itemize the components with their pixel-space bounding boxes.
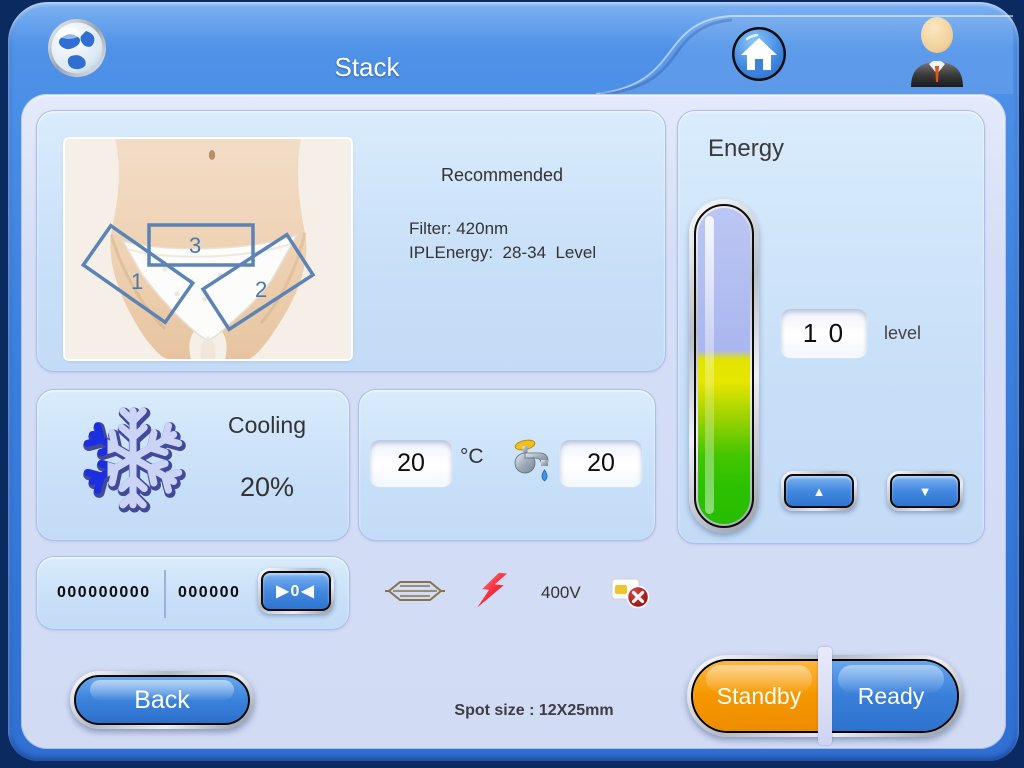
zone-3-label: 3 — [189, 233, 201, 258]
page-title: Stack — [334, 52, 400, 82]
user-icon[interactable] — [904, 14, 970, 88]
back-button[interactable]: Back — [70, 671, 254, 729]
device-frame: Stack — [8, 2, 1019, 761]
high-voltage-icon — [477, 572, 507, 608]
counter-divider — [164, 570, 166, 618]
voltage-value: 400V — [541, 583, 581, 602]
standby-ready-toggle: Standby Ready — [687, 647, 963, 745]
standby-button[interactable]: Standby — [693, 661, 825, 731]
filter-recommendation: Filter: 420nm — [409, 219, 509, 238]
ready-button[interactable]: Ready — [825, 661, 957, 731]
zone-2-label: 2 — [255, 277, 267, 302]
energy-gauge-fill — [698, 208, 750, 524]
main-panel: 3 1 2 Recommended Filter: 420nm IPLEnerg… — [21, 94, 1006, 749]
flash-lamp-icon — [385, 581, 445, 601]
snowflake-icon — [77, 402, 189, 514]
standby-button-label: Standby — [716, 682, 802, 709]
card-error-icon — [611, 578, 650, 609]
temperature-unit-label: °C — [460, 445, 484, 468]
total-pulse-counter: 000000000 — [57, 584, 151, 601]
top-bar: Stack — [8, 2, 1019, 94]
water-panel: 20 °C 20 — [358, 389, 656, 541]
counter-panel: 000000000 000000 ▶0◀ — [36, 556, 350, 630]
treatment-area-image: 3 1 2 — [65, 139, 351, 359]
ready-button-label: Ready — [857, 682, 925, 709]
down-arrow-icon: ▼ — [918, 483, 932, 499]
reset-to-zero-icon: ▶0◀ — [276, 583, 316, 600]
energy-level-display: 1 0 — [781, 309, 867, 357]
cooling-panel: Cooling 20% — [36, 389, 350, 541]
treatment-panel: 3 1 2 Recommended Filter: 420nm IPLEnerg… — [36, 110, 666, 372]
recommended-title: Recommended — [440, 165, 564, 185]
energy-decrease-button[interactable]: ▼ — [887, 471, 963, 511]
energy-gauge — [689, 199, 759, 533]
globe-icon — [48, 19, 106, 77]
topbar-swoosh-decoration — [595, 15, 1013, 94]
zone-rectangles — [80, 223, 316, 332]
energy-recommendation: IPLEnergy: 28-34 Level — [409, 243, 597, 262]
spot-size-label: Spot size : 12X25mm — [454, 702, 614, 719]
energy-level-unit-label: level — [884, 323, 922, 343]
back-button-label: Back — [134, 685, 190, 714]
up-arrow-icon: ▲ — [812, 483, 826, 499]
energy-panel: Energy 1 0 level ▲ ▼ — [677, 110, 985, 544]
cooling-label: Cooling — [228, 412, 306, 438]
zone-1-label: 1 — [131, 269, 143, 294]
cooling-percent-value: 20% — [239, 472, 295, 502]
water-faucet-icon — [514, 439, 549, 482]
water-flow-display: 20 — [560, 440, 642, 486]
energy-increase-button[interactable]: ▲ — [781, 471, 857, 511]
home-button[interactable] — [731, 26, 787, 82]
standby-ready-divider — [818, 647, 832, 745]
energy-title: Energy — [708, 135, 785, 162]
body-zones-illustration: 3 1 2 — [65, 139, 351, 359]
energy-gauge-bezel — [694, 204, 754, 528]
session-pulse-counter: 000000 — [178, 584, 241, 601]
temperature-display: 20 — [370, 440, 452, 486]
counter-reset-button[interactable]: ▶0◀ — [258, 568, 334, 614]
